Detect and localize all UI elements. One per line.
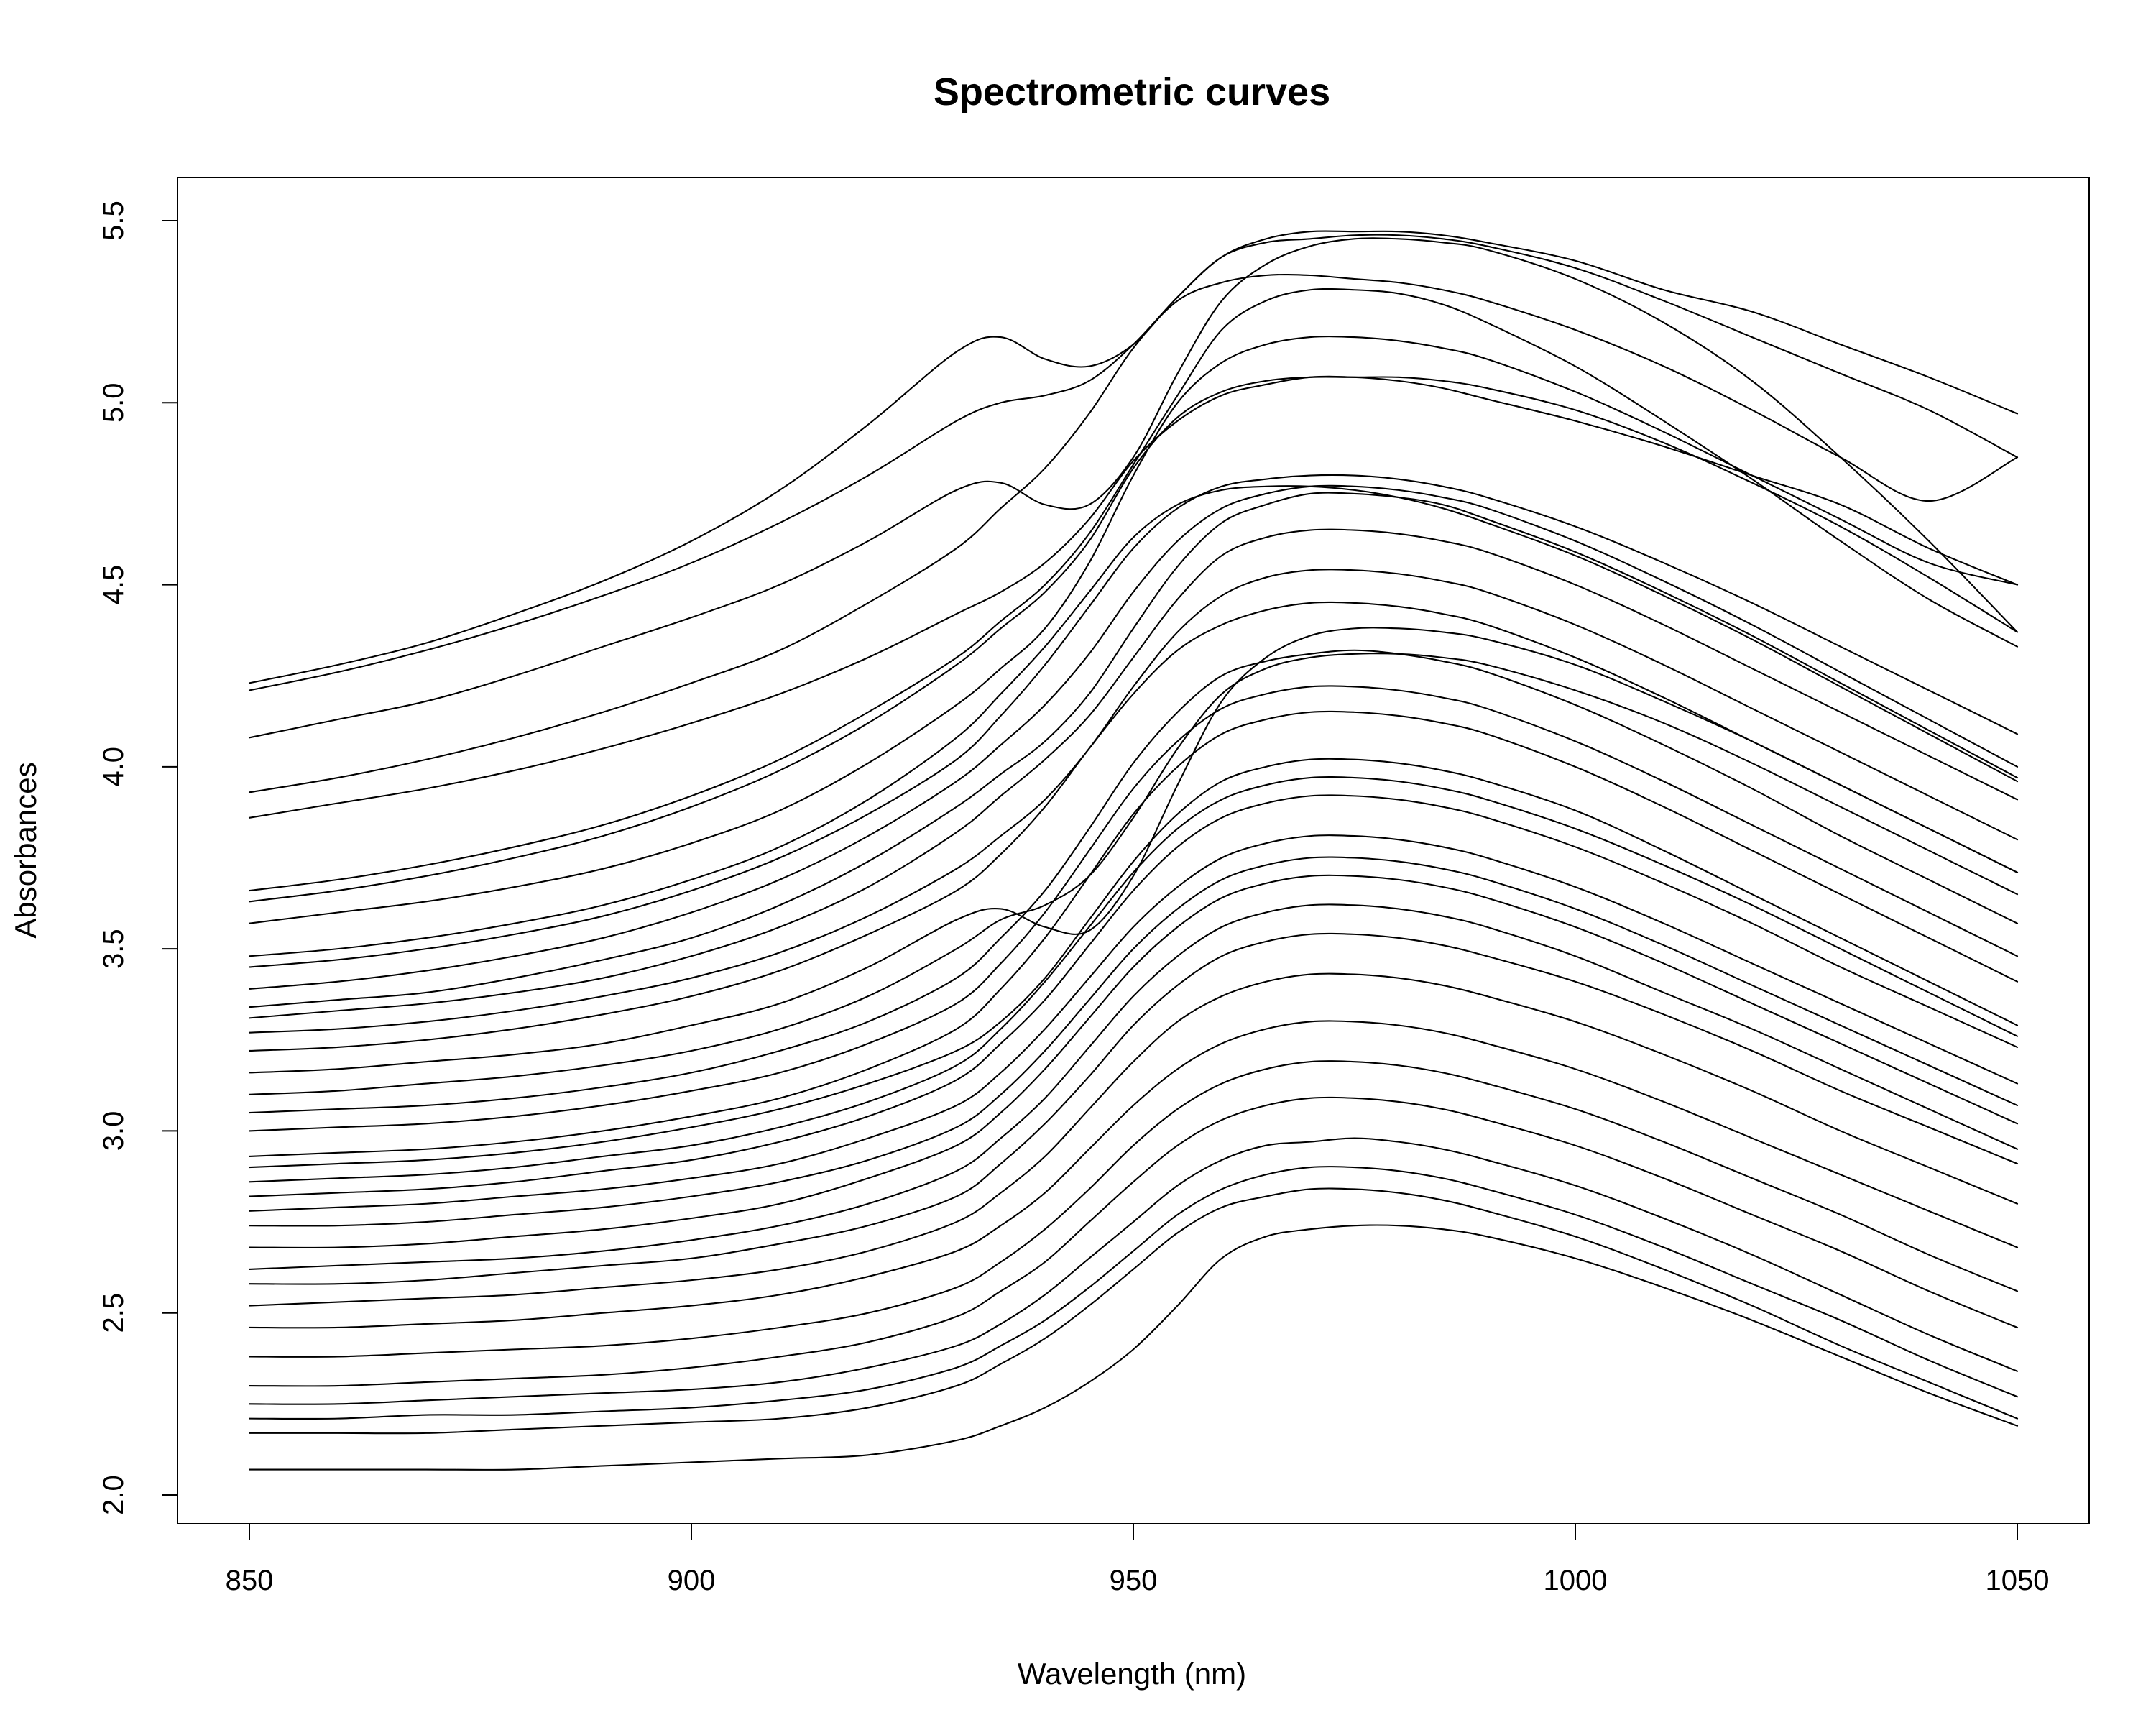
spectral-curve-18: [248, 685, 2019, 1132]
y-tick-label-3: 3.0: [98, 1111, 129, 1151]
plot-area: [177, 177, 2090, 1524]
x-tick-label-5: 1050: [1986, 1565, 2050, 1596]
spectral-curve-13: [248, 834, 2019, 1212]
x-tick-label-1: 850: [226, 1565, 274, 1596]
spectral-curve-23: [248, 569, 2019, 1034]
spectral-curve-35: [248, 234, 2019, 691]
y-tick-label-6: 4.5: [98, 565, 129, 605]
spectral-curve-20: [248, 653, 2019, 1095]
spectral-curve-27: [248, 474, 2019, 968]
spectral-curve-7: [248, 1020, 2019, 1329]
spectral-curve-5: [248, 1096, 2019, 1387]
spectral-curve-32: [248, 375, 2019, 819]
spectral-curve-26: [248, 484, 2019, 990]
y-axis: 2.0 2.5 3.0 3.5 4.0 4.5 5.0 5.5: [98, 201, 178, 1515]
spectral-curve-3: [248, 1166, 2019, 1420]
spectral-curve-2: [248, 1187, 2019, 1435]
x-tick-label-4: 1000: [1544, 1565, 1608, 1596]
spectral-curve-12: [248, 856, 2019, 1227]
spectral-curve-29: [248, 336, 2019, 924]
spectral-curve-15: [248, 776, 2019, 1183]
spectral-curve-28: [248, 485, 2019, 957]
chart-title: Spectrometric curves: [934, 70, 1330, 114]
x-tick-label-3: 950: [1110, 1565, 1158, 1596]
spectral-curve-34: [248, 237, 2019, 739]
spectral-curve-4: [248, 1137, 2019, 1405]
spectral-curve-21: [248, 627, 2019, 1074]
spectral-curve-11: [248, 874, 2019, 1248]
spectral-curve-10: [248, 903, 2019, 1270]
curve-group: [248, 230, 2019, 1471]
spectral-curve-31: [248, 288, 2019, 892]
spectral-curve-1: [248, 1224, 2019, 1471]
spectral-curve-14: [248, 794, 2019, 1197]
x-tick-label-2: 900: [668, 1565, 716, 1596]
spectral-curve-30: [248, 376, 2019, 903]
spectral-curve-22: [248, 601, 2019, 1052]
x-axis: 850 900 950 1000 1050: [226, 1523, 2050, 1596]
y-tick-label-1: 2.0: [98, 1475, 129, 1515]
spectral-curve-16: [248, 758, 2019, 1169]
y-tick-label-5: 4.0: [98, 747, 129, 787]
spectral-curve-6: [248, 1060, 2019, 1358]
y-tick-label-4: 3.5: [98, 929, 129, 969]
y-tick-label-2: 2.5: [98, 1293, 129, 1333]
spectral-curve-8: [248, 972, 2019, 1307]
spectral-curve-33: [248, 273, 2019, 794]
y-axis-title: Absorbances: [9, 762, 42, 938]
spectral-curve-24: [248, 528, 2019, 1019]
spectral-curve-25: [248, 492, 2019, 1008]
y-tick-label-8: 5.5: [98, 201, 129, 241]
spectral-curve-36: [248, 230, 2019, 684]
x-axis-title: Wavelength (nm): [1018, 1657, 1246, 1690]
spectral-curve-19: [248, 649, 2019, 1114]
spectral-curve-9: [248, 932, 2019, 1285]
y-tick-label-7: 5.0: [98, 382, 129, 423]
